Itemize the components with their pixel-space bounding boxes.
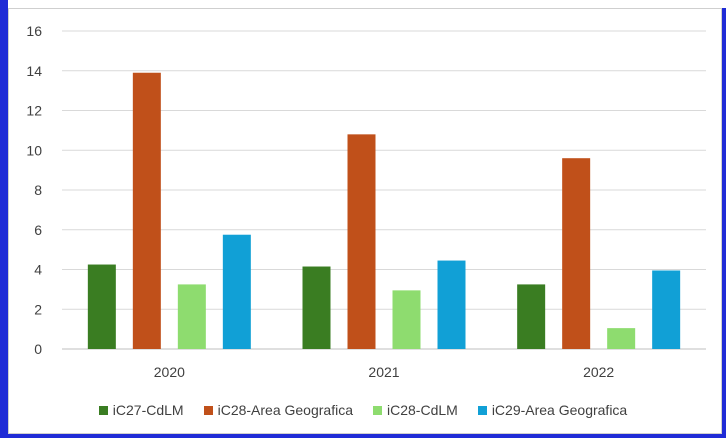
y-tick-label: 14 — [26, 63, 42, 79]
legend-swatch — [373, 405, 382, 415]
bars — [87, 72, 681, 350]
bar-ic27-cdlm-2022 — [517, 284, 546, 349]
y-tick-label: 4 — [34, 262, 42, 278]
bar-ic29-area-geografica-2020 — [222, 234, 251, 349]
y-tick-label: 2 — [34, 301, 42, 317]
legend-item: iC28-Area Geografica — [203, 402, 353, 418]
bar-ic27-cdlm-2020 — [87, 264, 116, 349]
y-tick-label: 6 — [34, 222, 42, 238]
y-tick-label: 10 — [26, 142, 42, 158]
legend-item: iC28-CdLM — [373, 402, 458, 418]
legend-label: iC28-CdLM — [387, 402, 458, 418]
gridlines — [62, 30, 706, 350]
bar-ic28-area-geografica-2021 — [347, 134, 376, 349]
legend: iC27-CdLM iC28-Area Geografica iC28-CdLM iC… — [0, 402, 726, 418]
y-tick-label: 0 — [34, 341, 42, 357]
legend-label: iC27-CdLM — [112, 402, 184, 418]
bar-ic27-cdlm-2021 — [302, 266, 331, 349]
legend-label: iC29-Area Geografica — [491, 402, 628, 418]
bar-ic28-area-geografica-2020 — [132, 72, 161, 350]
top-border — [0, 0, 726, 8]
x-tick-label: 2022 — [583, 364, 614, 380]
bar-ic28-area-geografica-2022 — [562, 158, 591, 349]
x-tick-label: 2020 — [154, 364, 185, 380]
y-tick-label: 8 — [34, 182, 42, 198]
left-border — [0, 0, 8, 438]
bar-ic28-cdlm-2020 — [177, 284, 206, 349]
x-tick-label: 2021 — [368, 364, 399, 380]
bar-ic28-cdlm-2022 — [607, 328, 636, 349]
legend-swatch — [477, 405, 487, 415]
y-tick-label: 12 — [26, 103, 42, 119]
legend-item: iC29-Area Geografica — [477, 402, 628, 418]
legend-swatch — [98, 405, 108, 415]
y-axis-ticks: 0 2 4 6 8 10 12 14 16 — [26, 23, 42, 357]
y-tick-label: 16 — [26, 23, 42, 39]
legend-label: iC28-Area Geografica — [217, 402, 353, 418]
x-axis-ticks: 2020 2021 2022 — [154, 364, 615, 380]
bar-ic29-area-geografica-2021 — [437, 260, 466, 349]
legend-swatch — [203, 405, 213, 415]
bar-ic28-cdlm-2021 — [392, 290, 421, 349]
bar-ic29-area-geografica-2022 — [652, 270, 681, 349]
legend-item: iC27-CdLM — [98, 402, 184, 418]
